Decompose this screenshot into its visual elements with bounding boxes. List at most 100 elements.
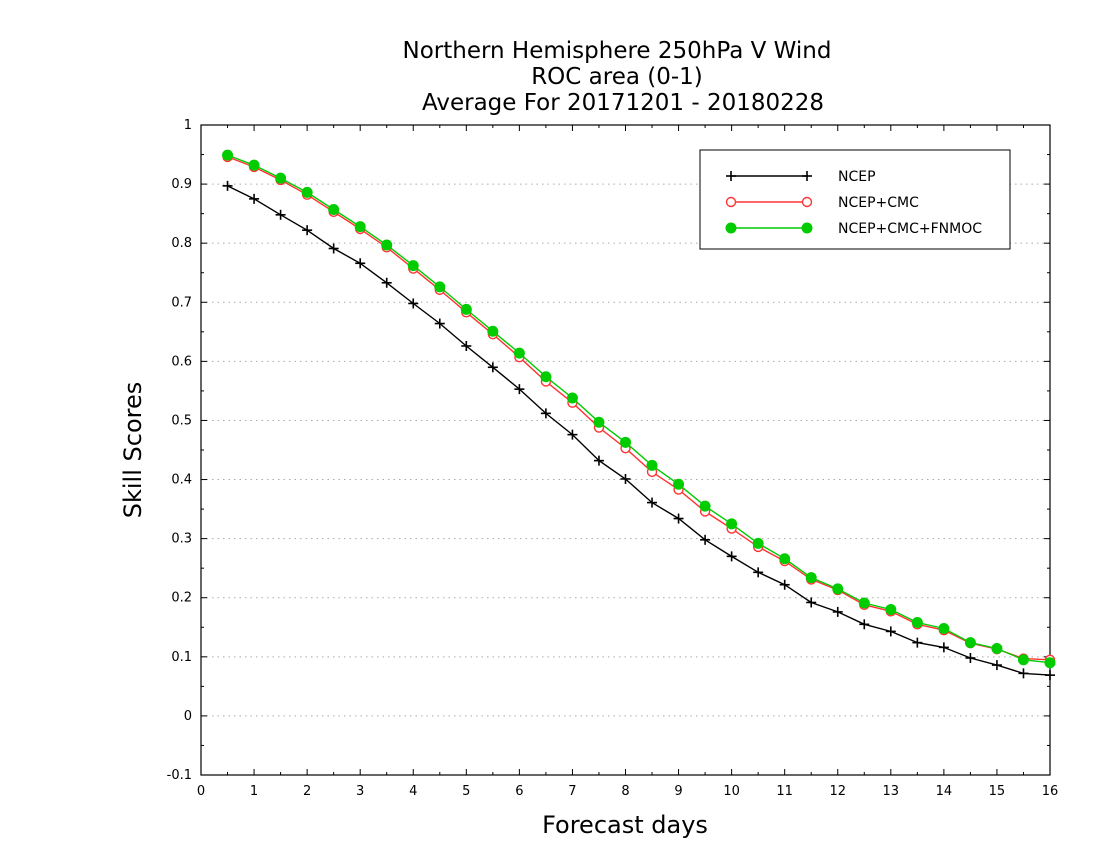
x-tick-label: 7 [568, 784, 576, 799]
data-point-ncep [912, 637, 923, 648]
x-tick-label: 2 [303, 784, 311, 799]
data-point-ncep [673, 513, 684, 524]
legend-box [699, 149, 1011, 250]
data-point-ncep [1018, 668, 1029, 679]
data-point-ncep-cmc-fnmoc [699, 500, 711, 512]
data-point-ncep [275, 209, 286, 220]
legend-marker-start [725, 196, 737, 208]
data-point-ncep-cmc-fnmoc [328, 204, 340, 215]
chart-title: Northern Hemisphere 250hPa V Wind ROC ar… [403, 38, 832, 116]
legend-marker-end [801, 222, 813, 234]
data-point-ncep-cmc-fnmoc [938, 622, 950, 634]
y-tick-label: 0.9 [171, 177, 192, 192]
data-point-ncep [753, 567, 764, 578]
legend-marker-end [802, 171, 812, 181]
x-tick-label: 8 [621, 784, 629, 799]
data-point-ncep [620, 473, 631, 484]
data-point-ncep-cmc-fnmoc [646, 459, 658, 471]
y-tick-label: 0.1 [171, 650, 192, 665]
data-point-ncep-cmc-fnmoc [301, 186, 313, 198]
legend-item-ncep-cmc-fnmoc: NCEP+CMC+FNMOC [725, 221, 982, 237]
data-point-ncep-cmc-fnmoc [513, 347, 525, 359]
series-line-ncep [227, 185, 1051, 676]
data-point-ncep-cmc-fnmoc [1017, 654, 1029, 666]
data-point-ncep [381, 277, 392, 288]
data-point-ncep [885, 626, 896, 637]
data-point-ncep-cmc-fnmoc [620, 436, 631, 448]
data-point-ncep [408, 298, 419, 309]
data-point-ncep-cmc-fnmoc [911, 617, 923, 629]
x-tick-label: 6 [515, 784, 523, 799]
legend-marker-end [801, 196, 813, 208]
data-point-ncep [434, 318, 445, 329]
data-point-ncep-cmc-fnmoc [222, 149, 234, 161]
data-point-ncep [859, 619, 870, 630]
data-point-ncep [593, 455, 604, 466]
data-point-ncep-cmc-fnmoc [407, 260, 419, 272]
data-point-ncep-cmc-fnmoc [885, 604, 897, 616]
data-point-ncep [249, 193, 260, 204]
data-point-ncep [938, 642, 949, 653]
data-point-ncep-cmc-fnmoc [354, 221, 366, 233]
x-tick-label: 3 [356, 784, 364, 799]
data-point-ncep [487, 362, 498, 373]
legend-label: NCEP+CMC+FNMOC [838, 221, 982, 237]
series-lines [222, 149, 1056, 681]
data-point-ncep-cmc-fnmoc [1044, 657, 1056, 669]
x-tick-label: 16 [1042, 784, 1059, 799]
data-point-ncep-cmc-fnmoc [991, 643, 1003, 655]
data-point-ncep-cmc-fnmoc [805, 572, 817, 584]
legend-item-ncep: NCEP [726, 169, 876, 185]
x-tick-label: 13 [883, 784, 900, 799]
data-point-ncep [514, 384, 525, 395]
x-tick-label: 0 [197, 784, 205, 799]
legend-label: NCEP [838, 169, 876, 185]
data-point-ncep [700, 534, 711, 545]
x-tick-label: 12 [829, 784, 846, 799]
y-tick-label: -0.1 [167, 768, 192, 783]
data-point-ncep-cmc-fnmoc [434, 281, 446, 293]
data-point-ncep [647, 497, 658, 508]
data-point-ncep [567, 429, 578, 440]
data-point-ncep [991, 660, 1002, 671]
data-point-ncep-cmc-fnmoc [752, 537, 764, 549]
data-point-ncep-cmc-fnmoc [566, 392, 578, 404]
y-tick-label: 0.5 [171, 413, 192, 428]
data-point-ncep-cmc-fnmoc [964, 637, 976, 649]
y-tick-label: 0.3 [171, 532, 192, 547]
data-point-ncep [779, 579, 790, 590]
data-point-ncep-cmc-fnmoc [779, 553, 791, 565]
y-tick-label: 0.7 [171, 295, 192, 310]
x-axis-label: Forecast days [542, 811, 708, 839]
y-tick-label: 0.8 [171, 236, 192, 251]
data-point-ncep-cmc-fnmoc [275, 172, 287, 184]
legend-marker-start [725, 222, 737, 234]
data-point-ncep-cmc-fnmoc [593, 416, 605, 428]
axis-ticks: -0.100.10.20.30.40.50.60.70.80.910 1 2 3 4 5 6… [167, 118, 1059, 799]
data-point-ncep [1045, 670, 1055, 681]
data-point-ncep-cmc-fnmoc [673, 478, 685, 490]
data-point-ncep [328, 243, 339, 254]
data-point-ncep [222, 180, 233, 191]
y-tick-label: 0.6 [171, 354, 192, 369]
data-point-ncep-cmc-fnmoc [460, 303, 472, 315]
data-point-ncep [355, 258, 366, 269]
x-tick-label: 14 [936, 784, 953, 799]
y-tick-label: 0.2 [171, 591, 192, 606]
y-tick-label: 0 [184, 709, 192, 724]
legend-item-ncep-cmc: NCEP+CMC [725, 195, 919, 211]
series-ncep-cmc-fnmoc [222, 149, 1056, 669]
chart-title-line-3: Average For 20171201 - 20180228 [422, 90, 824, 116]
x-tick-label: 1 [250, 784, 258, 799]
x-tick-label: 10 [723, 784, 740, 799]
data-point-ncep-cmc-fnmoc [381, 239, 393, 251]
x-tick-label: 11 [776, 784, 793, 799]
legend: NCEP NCEP+CMC NCEP+CMC+FNMOC [699, 149, 1011, 250]
data-point-ncep [540, 408, 551, 419]
y-tick-label: 0.4 [171, 473, 192, 488]
y-tick-label: 1 [184, 118, 192, 133]
x-tick-label: 4 [409, 784, 417, 799]
data-point-ncep [806, 597, 817, 608]
data-point-ncep [965, 653, 976, 663]
y-axis-label: Skill Scores [119, 382, 147, 519]
